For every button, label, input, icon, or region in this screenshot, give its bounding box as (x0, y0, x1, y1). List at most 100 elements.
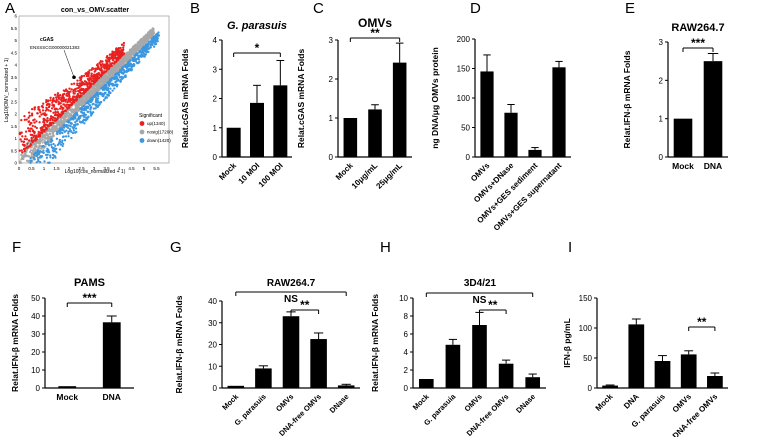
point-nosig (20, 153, 23, 157)
bar-0 (602, 385, 618, 388)
point-down (136, 54, 139, 57)
point-up (111, 62, 114, 65)
point-down (49, 156, 52, 159)
point-up (75, 95, 79, 99)
significance-label: ** (697, 315, 707, 329)
point-up (43, 123, 47, 126)
point-up (24, 130, 28, 133)
x-tick-label: 1 (43, 166, 46, 171)
point-down (44, 141, 47, 145)
y-tick-label: 1 (213, 124, 218, 133)
point-down (91, 98, 94, 101)
point-nosig (120, 60, 123, 63)
bar-0 (343, 118, 358, 157)
point-down (147, 47, 150, 50)
point-up (98, 61, 101, 65)
point-down (87, 102, 90, 105)
point-up (29, 133, 32, 136)
point-nosig (79, 99, 83, 103)
point-nosig (152, 32, 156, 35)
point-down (152, 45, 156, 48)
point-up (65, 92, 69, 95)
bar-3 (680, 354, 697, 388)
point-up (33, 130, 36, 134)
y-tick-label: 2 (329, 75, 334, 84)
y-tick-label: 20 (208, 341, 217, 350)
point-nosig (143, 39, 146, 43)
point-up (78, 76, 81, 79)
point-down (113, 76, 116, 79)
point-down (149, 46, 152, 49)
point-down (67, 135, 70, 138)
y-tick-label: 6 (404, 330, 409, 339)
point-down (131, 59, 135, 62)
point-up (52, 96, 55, 100)
point-up (46, 116, 49, 120)
point-up (70, 88, 73, 91)
point-up (28, 114, 31, 117)
point-nosig (38, 145, 41, 148)
point-up (42, 118, 45, 121)
point-up (21, 151, 24, 154)
point-up (46, 102, 50, 106)
point-down (33, 153, 36, 157)
point-nosig (81, 97, 84, 100)
point-up (43, 113, 46, 116)
point-down (119, 70, 122, 73)
point-nosig (27, 155, 31, 158)
point-up (116, 50, 119, 53)
point-down (152, 38, 156, 41)
point-up (89, 82, 93, 85)
point-down (64, 135, 68, 138)
significance-label: ** (370, 26, 380, 40)
point-down (45, 156, 49, 159)
y-tick-label: 100 (457, 94, 471, 103)
x-tick-label: Mock (411, 391, 432, 412)
bar-3 (310, 339, 327, 388)
y-tick-label: 150 (457, 65, 471, 74)
point-down (115, 83, 118, 86)
point-up (38, 121, 41, 124)
point-up (82, 90, 86, 93)
point-up (55, 118, 59, 121)
point-up (107, 57, 110, 61)
legend-marker (139, 121, 145, 126)
point-down (62, 142, 65, 146)
point-down (61, 144, 64, 148)
point-up (100, 69, 103, 72)
point-up (62, 89, 65, 92)
y-tick-label: 50 (31, 294, 40, 303)
point-down (109, 87, 112, 90)
point-up (68, 100, 72, 103)
point-nosig (95, 85, 98, 89)
point-nosig (127, 56, 130, 59)
point-down (132, 64, 135, 68)
point-nosig (63, 116, 67, 119)
point-nosig (131, 50, 134, 54)
point-up (26, 127, 30, 130)
bar-3 (498, 363, 514, 388)
bar-0 (418, 379, 434, 388)
point-down (107, 94, 110, 97)
y-tick-label: 8 (404, 312, 409, 321)
point-up (99, 74, 102, 77)
point-nosig (67, 111, 70, 115)
point-up (23, 149, 26, 153)
significance-label: ** (300, 298, 310, 312)
point-down (58, 140, 61, 144)
annotation-gene: cGAS (40, 37, 54, 43)
point-nosig (68, 113, 72, 117)
point-up (106, 68, 109, 71)
point-nosig (143, 42, 146, 45)
point-down (52, 142, 55, 146)
y-tick-label: 3 (14, 87, 17, 92)
point-up (67, 106, 71, 109)
point-down (92, 102, 95, 105)
x-tick-label: 1.5 (53, 166, 60, 171)
point-down (44, 153, 48, 157)
point-up (86, 73, 89, 77)
point-up (90, 80, 93, 83)
point-up (58, 107, 62, 110)
point-down (118, 76, 122, 79)
